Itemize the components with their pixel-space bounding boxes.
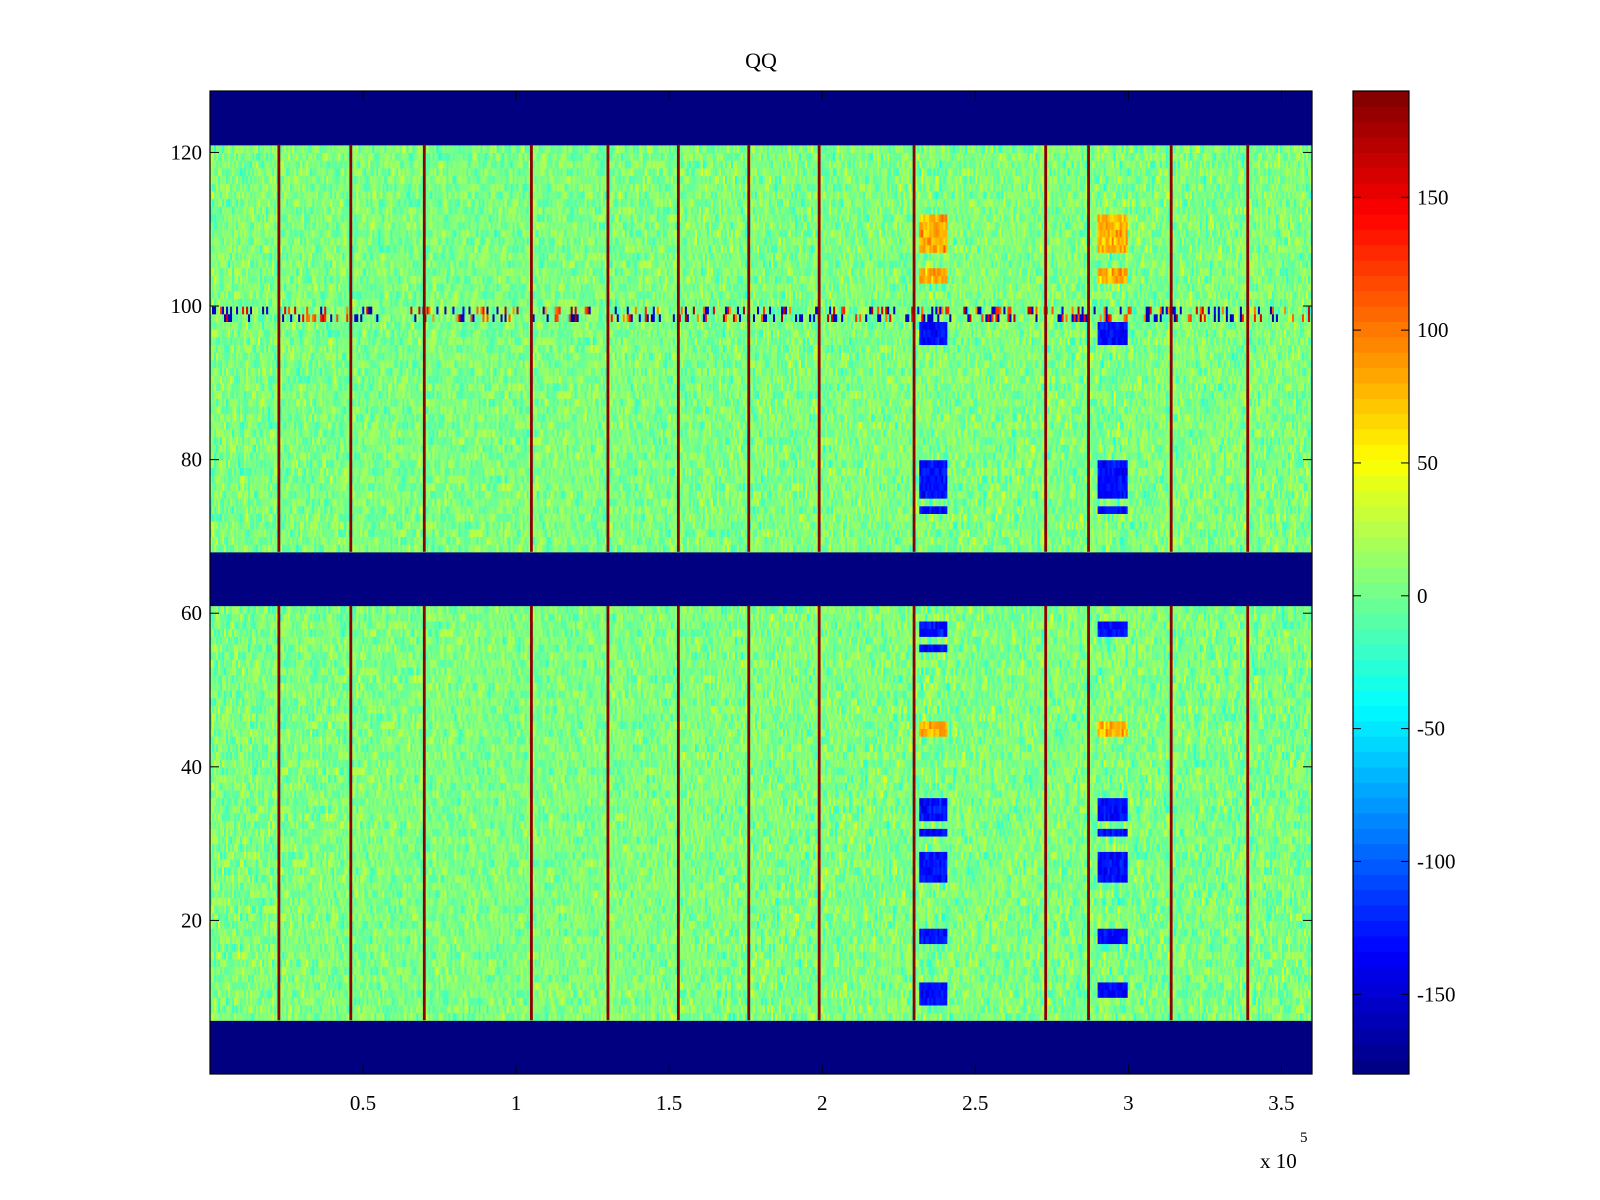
heatmap-cell <box>210 1051 1312 1059</box>
heatmap-row <box>210 1066 1312 1074</box>
heatmap-cell <box>210 1020 1312 1028</box>
heatmap-row <box>210 1051 1312 1059</box>
heatmap-cells <box>210 91 1312 1075</box>
heatmap-row <box>210 1013 1312 1021</box>
heatmap-cell <box>210 1066 1312 1074</box>
heatmap-row <box>210 1020 1312 1028</box>
chart-title: QQ <box>745 48 777 73</box>
heatmap-row <box>210 1028 1312 1036</box>
heatmap-cell <box>210 1043 1312 1051</box>
heatmap-cell <box>210 1059 1312 1067</box>
heatmap-row <box>210 1036 1312 1044</box>
heatmap-cell <box>210 1028 1312 1036</box>
figure: QQ 0.5 1 1.5 2 2.5 3 3.5 20406080100120 x 10 5… <box>0 0 1600 1200</box>
heatmap-row <box>210 1005 1312 1013</box>
heatmap-cell <box>210 1036 1312 1044</box>
heatmap-row <box>210 1043 1312 1051</box>
heatmap-plot-area <box>210 91 1312 1075</box>
heatmap-row <box>210 1059 1312 1067</box>
